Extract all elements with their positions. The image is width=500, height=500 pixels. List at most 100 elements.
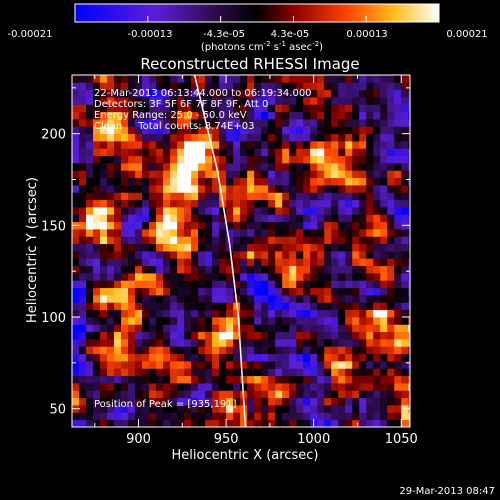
heatmap-cell [149,185,157,193]
heatmap-cell [198,243,206,252]
heatmap-cell [394,324,402,333]
heatmap-cell [191,302,199,311]
heatmap-cell [394,148,402,157]
heatmap-cell [212,82,220,91]
heatmap-cell [226,199,234,208]
heatmap-cell [401,229,409,237]
heatmap-cell [191,221,199,230]
heatmap-cell [373,280,381,289]
heatmap-cell [366,390,374,399]
heatmap-cell [268,412,276,421]
heatmap-cell [135,185,143,193]
heatmap-cell [163,163,171,171]
heatmap-cell [338,287,346,296]
heatmap-cell [142,177,150,186]
heatmap-cell [170,104,178,113]
heatmap-cell [226,111,234,120]
heatmap-cell [380,111,388,120]
heatmap-cell [359,236,367,245]
heatmap-cell [373,258,381,267]
heatmap-cell [205,280,213,289]
heatmap-cell [163,207,171,215]
heatmap-cell [303,302,311,311]
heatmap-cell [289,229,297,237]
heatmap-cell [331,192,339,201]
heatmap-cell [93,361,101,369]
heatmap-cell [352,287,360,296]
heatmap-cell [352,82,360,91]
heatmap-cell [198,368,206,377]
heatmap-cell [233,133,241,142]
heatmap-cell [100,119,108,127]
heatmap-cell [401,390,409,399]
heatmap-cell [170,177,178,186]
heatmap-cell [331,287,339,296]
heatmap-cell [240,82,248,91]
heatmap-cell [163,287,171,296]
heatmap-cell [359,397,367,406]
heatmap-cell [198,346,206,355]
heatmap-cell [135,390,143,399]
heatmap-cell [408,375,410,384]
heatmap-cell [380,375,388,384]
heatmap-cell [289,302,297,311]
heatmap-cell [177,273,185,281]
heatmap-cell [352,243,360,252]
heatmap-cell [317,405,325,413]
heatmap-cell [324,89,332,98]
heatmap-cell [268,163,276,171]
heatmap-cell [282,346,290,355]
heatmap-cell [100,221,108,230]
heatmap-cell [359,207,367,215]
heatmap-cell [114,89,122,98]
heatmap-cell [247,97,255,105]
heatmap-cell [114,317,122,325]
heatmap-cell [289,236,297,245]
heatmap-cell [359,258,367,267]
heatmap-cell [289,119,297,127]
heatmap-cell [142,104,150,113]
heatmap-cell [219,397,227,406]
heatmap-cell [226,126,234,135]
heatmap-cell [317,317,325,325]
heatmap-cell [86,390,94,399]
heatmap-cell [163,192,171,201]
heatmap-cell [212,287,220,296]
heatmap-cell [107,236,115,245]
heatmap-cell [401,97,409,105]
heatmap-cell [268,339,276,347]
heatmap-cell [107,75,115,83]
heatmap-cell [352,419,360,427]
heatmap-cell [107,155,115,164]
heatmap-cell [317,390,325,399]
heatmap-cell [275,375,283,384]
heatmap-cell [254,295,262,303]
heatmap-cell [366,405,374,413]
heatmap-cell [198,258,206,267]
heatmap-cell [191,397,199,406]
heatmap-cell [289,207,297,215]
heatmap-cell [373,295,381,303]
heatmap-cell [408,419,410,427]
heatmap-cell [401,177,409,186]
heatmap-cell [184,346,192,355]
heatmap-cell [261,375,269,384]
heatmap-cell [401,317,409,325]
heatmap-cell [310,207,318,215]
heatmap-cell [177,251,185,259]
heatmap-cell [86,185,94,193]
heatmap-cell [366,214,374,223]
heatmap-cell [331,243,339,252]
heatmap-cell [240,119,248,127]
heatmap-cell [324,375,332,384]
heatmap-cell [226,295,234,303]
heatmap-cell [156,207,164,215]
heatmap-cell [142,199,150,208]
heatmap-cell [345,75,353,83]
heatmap-cell [135,192,143,201]
heatmap-cell [198,89,206,98]
heatmap-cell [212,192,220,201]
heatmap-cell [219,287,227,296]
heatmap-cell [310,412,318,421]
heatmap-cell [261,163,269,171]
